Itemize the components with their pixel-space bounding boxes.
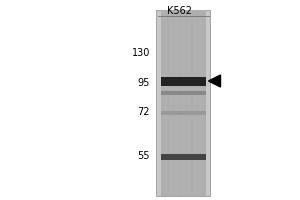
Polygon shape <box>208 75 220 87</box>
Bar <box>160 10 206 196</box>
Text: 95: 95 <box>138 78 150 88</box>
Bar <box>160 76 206 86</box>
Text: 55: 55 <box>137 151 150 161</box>
Text: 130: 130 <box>132 48 150 58</box>
Bar <box>156 10 210 196</box>
Text: K562: K562 <box>167 6 193 16</box>
Bar <box>160 111 206 115</box>
Text: 72: 72 <box>137 107 150 117</box>
Bar <box>160 91 206 95</box>
Bar <box>160 154 206 160</box>
